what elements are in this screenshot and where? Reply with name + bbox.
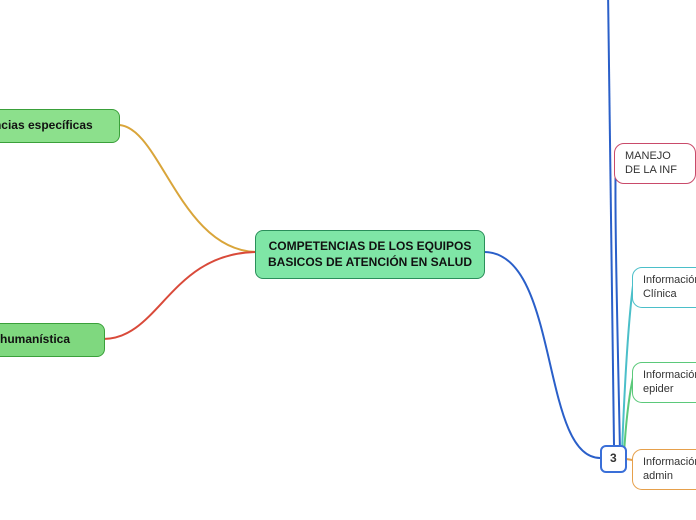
- node-manejo-inf[interactable]: MANEJO DE LA INF: [614, 143, 696, 184]
- node-info-admin[interactable]: Información admin: [632, 449, 696, 490]
- connector-right-main: [484, 252, 600, 458]
- node-info-epidem[interactable]: Información epider: [632, 362, 696, 403]
- node-humanistica[interactable]: cia humanística: [0, 323, 105, 357]
- node-especificas[interactable]: encias específicas: [0, 109, 120, 143]
- connector-manejo: [615, 154, 620, 452]
- mindmap-canvas: COMPETENCIAS DE LOS EQUIPOS BASICOS DE A…: [0, 0, 696, 520]
- connector-humanistica: [103, 252, 258, 339]
- node-hub-3[interactable]: 3: [600, 445, 627, 473]
- connector-info-clinica: [622, 278, 634, 452]
- node-info-clinica[interactable]: Información Clínica: [632, 267, 696, 308]
- central-node[interactable]: COMPETENCIAS DE LOS EQUIPOS BASICOS DE A…: [255, 230, 485, 279]
- connector-hub-up: [608, 0, 614, 445]
- connector-especificas: [118, 125, 258, 252]
